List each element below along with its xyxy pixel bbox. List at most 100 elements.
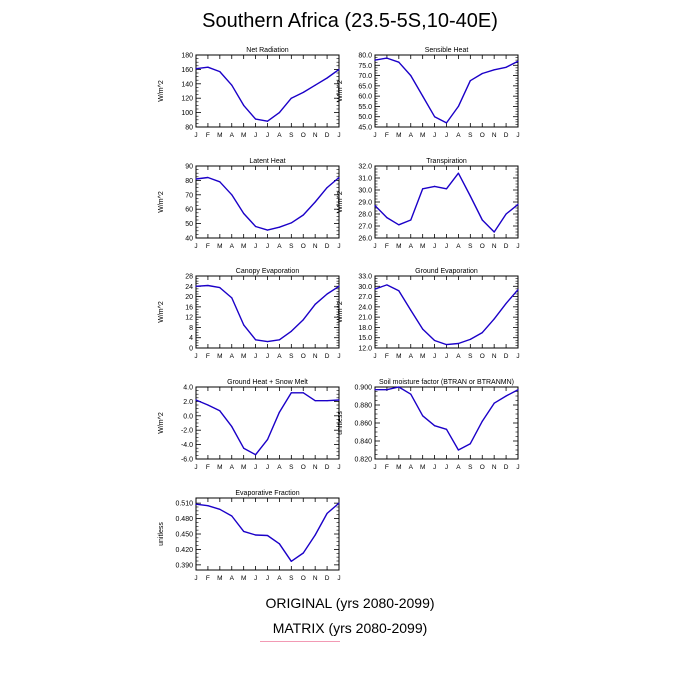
- x-tick-label: M: [396, 243, 401, 250]
- data-point: [219, 181, 221, 183]
- y-tick-label: 80: [185, 125, 193, 132]
- x-tick-label: M: [241, 353, 246, 360]
- data-point: [290, 330, 292, 332]
- data-point: [493, 231, 495, 233]
- y-axis-label: unitless: [337, 411, 344, 435]
- y-tick-label: 55.0: [358, 104, 372, 111]
- x-tick-label: J: [194, 353, 197, 360]
- chart-title: Ground Evaporation: [415, 268, 478, 275]
- x-tick-label: J: [445, 243, 448, 250]
- data-point: [195, 178, 197, 180]
- x-tick-label: N: [492, 243, 497, 250]
- legend-original-label: ORIGINAL (yrs 2080-2099): [265, 595, 435, 611]
- x-tick-label: N: [313, 132, 318, 139]
- x-tick-label: J: [254, 132, 257, 139]
- data-point: [338, 399, 340, 401]
- y-tick-label: 0.450: [175, 532, 193, 539]
- y-tick-label: 20: [185, 294, 193, 301]
- x-tick-label: A: [409, 132, 414, 139]
- data-point: [326, 187, 328, 189]
- y-tick-label: 28.0: [358, 212, 372, 219]
- data-point: [278, 543, 281, 545]
- data-point: [326, 512, 328, 515]
- x-tick-label: M: [241, 464, 246, 471]
- data-point: [517, 289, 519, 291]
- data-point: [302, 214, 304, 216]
- data-point: [493, 318, 495, 320]
- x-tick-label: O: [480, 353, 485, 360]
- x-tick-label: A: [230, 353, 235, 360]
- x-tick-label: O: [480, 243, 485, 250]
- x-tick-label: J: [194, 243, 197, 250]
- data-point: [398, 224, 400, 226]
- x-tick-label: N: [492, 464, 497, 471]
- plot-frame: [374, 386, 519, 460]
- x-tick-label: F: [385, 132, 389, 139]
- data-point: [254, 339, 257, 341]
- y-tick-label: 4: [189, 335, 193, 342]
- data-point: [231, 426, 233, 428]
- data-point: [266, 229, 269, 231]
- data-point: [314, 534, 316, 536]
- data-point: [243, 104, 245, 106]
- data-point: [457, 342, 460, 345]
- y-tick-label: 0.0: [183, 413, 193, 420]
- x-tick-label: A: [230, 132, 235, 139]
- data-point: [302, 91, 304, 94]
- x-tick-label: A: [456, 464, 461, 471]
- x-tick-label: N: [313, 243, 318, 250]
- y-axis-label: W/m^2: [337, 301, 344, 323]
- y-tick-label: 120: [181, 96, 193, 103]
- figure-title: Southern Africa (23.5-5S,10-40E): [202, 10, 498, 32]
- data-point: [398, 61, 400, 63]
- x-tick-label: S: [468, 464, 473, 471]
- x-tick-label: N: [492, 353, 497, 360]
- data-point: [422, 415, 424, 417]
- y-tick-label: 30.0: [358, 188, 372, 195]
- data-point: [314, 303, 316, 305]
- x-tick-label: A: [409, 464, 414, 471]
- y-tick-label: 18.0: [358, 325, 372, 332]
- data-point: [481, 331, 483, 334]
- data-point: [326, 400, 328, 402]
- x-tick-label: A: [277, 353, 282, 360]
- chart-title: Evaporative Fraction: [235, 490, 299, 497]
- y-axis-label: W/m^2: [337, 191, 344, 213]
- x-tick-label: J: [266, 575, 269, 582]
- x-tick-label: D: [325, 464, 330, 471]
- y-tick-label: 2.0: [183, 399, 193, 406]
- x-tick-label: S: [289, 353, 294, 360]
- x-tick-label: J: [337, 353, 340, 360]
- y-tick-label: 24.0: [358, 304, 372, 311]
- data-point: [445, 428, 448, 430]
- series-line: [195, 284, 340, 343]
- x-tick-label: A: [277, 243, 282, 250]
- y-tick-label: 100: [181, 110, 193, 117]
- x-tick-label: J: [254, 243, 257, 250]
- x-tick-label: D: [504, 353, 509, 360]
- chart-title: Soil moisture factor (BTRAN or BTRANMN): [379, 379, 514, 386]
- data-point: [302, 319, 304, 321]
- data-point: [219, 286, 221, 289]
- x-tick-label: F: [385, 464, 389, 471]
- data-point: [207, 505, 209, 507]
- x-tick-label: M: [241, 243, 246, 250]
- data-point: [505, 66, 507, 68]
- x-tick-label: M: [217, 132, 222, 139]
- data-point: [278, 112, 281, 114]
- y-tick-label: 31.0: [358, 176, 372, 183]
- data-point: [195, 68, 197, 70]
- x-tick-label: M: [420, 132, 425, 139]
- y-tick-label: 24: [185, 284, 193, 291]
- data-point: [254, 225, 257, 228]
- y-tick-label: 0.820: [354, 457, 372, 464]
- x-tick-label: F: [206, 464, 210, 471]
- data-point: [505, 213, 507, 215]
- data-point: [231, 84, 233, 86]
- x-tick-label: J: [433, 243, 436, 250]
- x-tick-label: J: [516, 464, 519, 471]
- x-tick-label: J: [433, 353, 436, 360]
- data-point: [338, 176, 340, 179]
- data-point: [469, 338, 471, 341]
